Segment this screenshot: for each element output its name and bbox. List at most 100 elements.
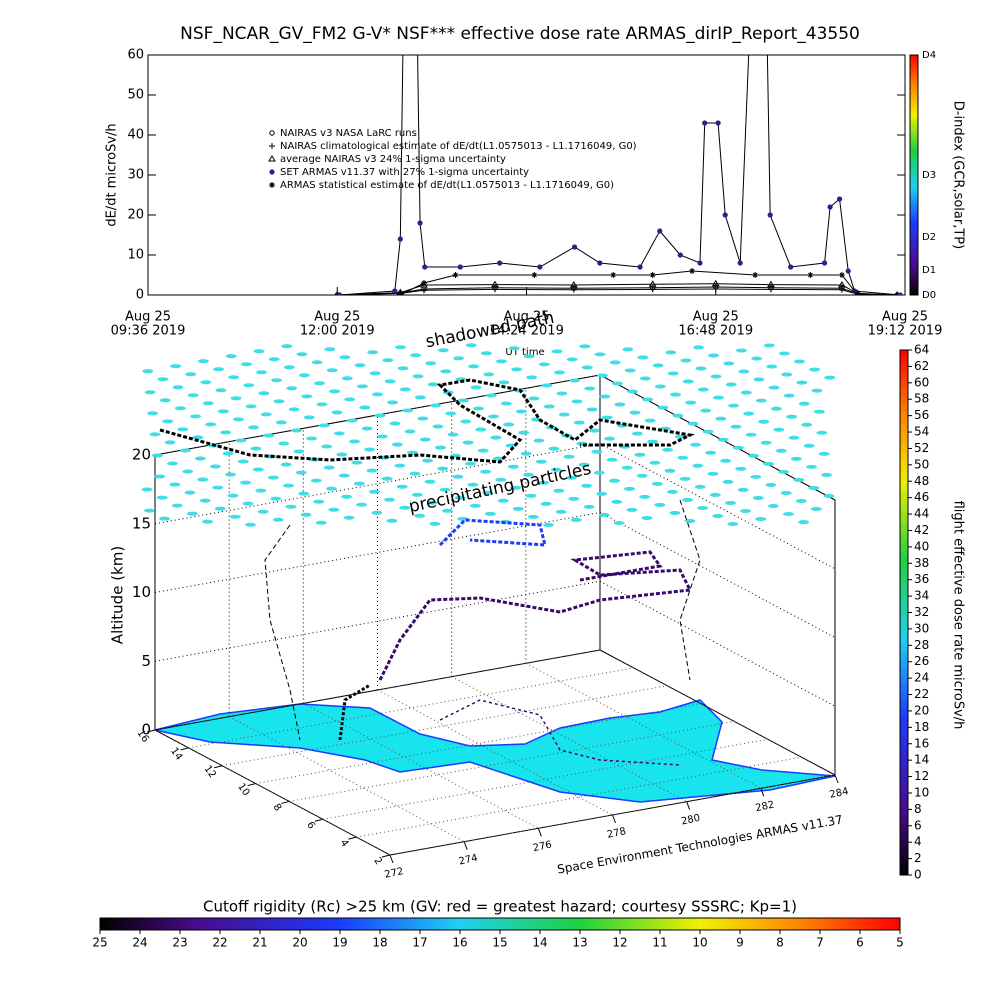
- marker: [649, 286, 656, 293]
- particle: [154, 474, 166, 479]
- colorbar-tick-label: 0: [914, 868, 922, 882]
- particle: [801, 422, 813, 427]
- marker: [334, 292, 341, 295]
- colorbar-tick-label: 25: [92, 936, 107, 950]
- particle: [573, 420, 585, 425]
- particle: [515, 409, 527, 414]
- particle: [329, 389, 341, 394]
- colorbar-label: D-index (GCR,solar,TP): [951, 101, 966, 249]
- particle: [159, 516, 171, 521]
- particle: [740, 508, 752, 513]
- particle: [367, 350, 379, 355]
- particle: [563, 454, 575, 459]
- particle: [727, 522, 739, 527]
- marker: [702, 120, 708, 126]
- colorbar-tick-label: 48: [914, 474, 929, 488]
- particle: [823, 493, 835, 498]
- particle: [214, 506, 226, 511]
- particle: [813, 409, 825, 414]
- colorbar-tick-label: 15: [492, 936, 507, 950]
- particle: [644, 418, 656, 423]
- particle: [798, 401, 810, 406]
- y-tick: [314, 818, 323, 822]
- particle: [783, 393, 795, 398]
- particle: [197, 477, 209, 482]
- particle: [260, 412, 272, 417]
- x-tick-label: 09:36 2019: [111, 324, 186, 339]
- colorbar-tick-label: D0: [922, 290, 936, 301]
- z-tick-label: 10: [132, 583, 151, 601]
- particle: [439, 487, 451, 492]
- particle: [558, 412, 570, 417]
- particle: [693, 345, 705, 350]
- particle: [169, 482, 181, 487]
- colorbar-tick-label: 6: [914, 818, 922, 832]
- marker: [610, 272, 617, 278]
- particle: [310, 478, 322, 483]
- marker: [838, 281, 846, 288]
- particle: [242, 501, 254, 506]
- particle: [240, 362, 252, 367]
- particle: [447, 432, 459, 437]
- x-tick-label: Aug 25: [125, 310, 171, 325]
- particle: [507, 464, 519, 469]
- y-tick-label: 60: [127, 48, 144, 63]
- particle: [369, 371, 381, 376]
- particle: [382, 358, 394, 363]
- particle: [306, 436, 318, 441]
- particle: [311, 360, 323, 365]
- y-tick-label: 12: [202, 764, 218, 781]
- y-tick-label: 8: [271, 802, 284, 814]
- y-tick: [180, 747, 189, 751]
- particle: [220, 430, 232, 435]
- colorbar-tick-label: D4: [922, 50, 936, 61]
- particle: [202, 401, 214, 406]
- particle: [566, 357, 578, 362]
- particle: [488, 414, 500, 419]
- particle: [353, 481, 365, 486]
- particle: [758, 419, 770, 424]
- particle: [666, 489, 678, 494]
- particle: [288, 407, 300, 412]
- particle: [472, 406, 484, 411]
- x-tick: [760, 788, 765, 797]
- particle: [510, 485, 522, 490]
- y-tick-label: 30: [127, 168, 144, 183]
- particle: [755, 517, 767, 522]
- particle: [429, 521, 441, 526]
- particle: [581, 483, 593, 488]
- particle: [425, 361, 437, 366]
- particle: [395, 345, 407, 350]
- particle: [341, 494, 353, 499]
- particle: [227, 493, 239, 498]
- particle: [293, 449, 305, 454]
- particle: [230, 396, 242, 401]
- particle: [430, 403, 442, 408]
- rigidity-label: Cutoff rigidity (Rc) >25 km (GV: red = g…: [203, 898, 797, 916]
- particle: [339, 355, 351, 360]
- x-tick-label: Aug 25: [693, 310, 739, 325]
- particle: [298, 373, 310, 378]
- particle: [495, 477, 507, 482]
- legend-label: SET ARMAS v11.37 with 27% 1-sigma uncert…: [280, 167, 529, 178]
- marker: [491, 286, 498, 293]
- legend-label: ARMAS statistical estimate of dE/dt(L1.0…: [280, 180, 614, 191]
- particle: [453, 356, 465, 361]
- particle: [205, 422, 217, 427]
- grid-line: [289, 720, 735, 802]
- legend-marker: [269, 169, 275, 175]
- particle: [485, 393, 497, 398]
- colorbar-tick-label: 17: [412, 936, 427, 950]
- colorbar-tick-label: 12: [914, 769, 929, 783]
- marker: [637, 264, 643, 270]
- y-tick-label: 20: [127, 208, 144, 223]
- legend-label: average NAIRAS v3 24% 1-sigma uncertaint…: [280, 154, 506, 165]
- particle: [639, 376, 651, 381]
- particle: [773, 427, 785, 432]
- particle: [654, 502, 666, 507]
- colorbar-label: flight effective dose rate microSv/h: [951, 501, 966, 730]
- particle: [634, 452, 646, 457]
- marker: [711, 279, 720, 287]
- rigidity-colorbar: [99, 917, 901, 931]
- marker: [491, 280, 499, 288]
